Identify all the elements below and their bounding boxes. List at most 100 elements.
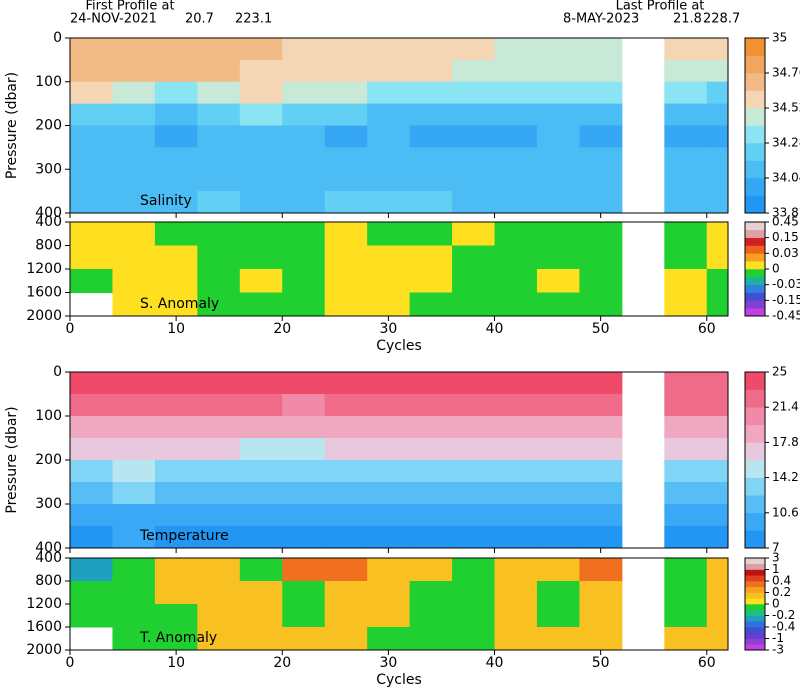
colorbar-label: 25 <box>772 365 787 379</box>
heat-cell <box>324 394 368 417</box>
heat-cell <box>452 558 496 582</box>
heat-cell <box>197 222 241 246</box>
heat-cell <box>239 581 283 605</box>
colorbar-band <box>745 195 765 214</box>
heat-cell <box>70 147 113 170</box>
heat-cell <box>536 416 580 439</box>
colorbar-band <box>745 108 765 126</box>
heat-cell <box>112 81 156 105</box>
panel-label: T. Anomaly <box>139 630 217 646</box>
y-tick-label: 300 <box>35 161 62 177</box>
x-tick-label: 0 <box>66 321 75 337</box>
heat-cell <box>197 245 241 270</box>
colorbar-band <box>745 581 765 588</box>
colorbar-band <box>745 90 765 109</box>
colorbar-label: 34.76 <box>772 66 800 80</box>
heat-cell <box>579 38 623 61</box>
colorbar-label: 10.6 <box>772 505 799 519</box>
heat-cell <box>239 482 283 505</box>
heat-cell <box>452 191 496 213</box>
heat-cell <box>452 438 496 461</box>
heat-cell <box>409 504 453 527</box>
y-tick-label: 1600 <box>26 619 62 635</box>
heat-cell <box>706 438 728 461</box>
colorbar-label: -0.03 <box>772 277 800 291</box>
heat-cell <box>367 169 411 192</box>
x-tick-label: 40 <box>486 655 504 671</box>
heat-cell <box>282 38 326 61</box>
colorbar-band <box>745 609 765 616</box>
heat-cell <box>706 604 728 628</box>
heat-cell <box>664 292 708 316</box>
colorbar-label: 0.03 <box>772 246 799 260</box>
heat-cell <box>536 581 580 605</box>
heat-cell <box>579 460 623 483</box>
heat-cell <box>239 245 283 270</box>
heat-cell <box>706 245 728 270</box>
heat-cell <box>112 581 156 605</box>
heat-cell <box>409 581 453 605</box>
heat-cell <box>706 504 728 527</box>
heat-cell <box>664 627 708 650</box>
heat-cell <box>197 394 241 417</box>
heat-cell <box>579 103 623 126</box>
heat-cell <box>409 372 453 395</box>
heat-cell <box>197 438 241 461</box>
colorbar-band <box>745 38 765 56</box>
y-tick-label: 400 <box>35 214 62 230</box>
heat-cell <box>494 627 538 650</box>
heat-cell <box>452 627 496 650</box>
colorbar-band <box>745 222 765 231</box>
heat-cell <box>664 460 708 483</box>
heat-cell <box>536 191 580 213</box>
heat-cell <box>494 59 538 83</box>
heat-cell <box>452 81 496 105</box>
heat-cell <box>452 38 496 61</box>
heat-cell <box>367 103 411 126</box>
heat-cell <box>282 269 326 293</box>
y-tick-label: 800 <box>35 573 62 589</box>
heat-cell <box>706 222 728 246</box>
heat-cell <box>579 482 623 505</box>
heat-cell <box>282 125 326 148</box>
heat-cell <box>239 460 283 483</box>
heat-cell <box>282 394 326 417</box>
heat-cell <box>154 604 198 628</box>
heat-cell <box>664 558 708 582</box>
colorbar-band <box>745 229 765 238</box>
heat-cell <box>324 482 368 505</box>
heat-cell <box>452 460 496 483</box>
colorbar-band <box>745 604 765 611</box>
heat-cell <box>239 627 283 650</box>
heat-cell <box>112 526 156 548</box>
colorbar-band <box>745 615 765 622</box>
colorbar-label: 34.04 <box>772 171 800 185</box>
colorbar-label: 21.4 <box>772 400 799 414</box>
first-profile-label: First Profile at <box>85 0 174 14</box>
colorbar-band <box>745 284 765 293</box>
panel-label: Salinity <box>140 193 192 209</box>
heat-cell <box>706 581 728 605</box>
heat-cell <box>536 81 580 105</box>
heat-cell <box>452 372 496 395</box>
heat-cell <box>664 581 708 605</box>
y-tick-label: 1600 <box>26 285 62 301</box>
colorbar-band <box>745 143 765 161</box>
colorbar-label: 33.8 <box>772 206 799 220</box>
colorbar-band <box>745 160 765 179</box>
heat-cell <box>579 604 623 628</box>
heat-cell <box>494 191 538 213</box>
colorbar-band <box>745 308 765 317</box>
last-lat: 21.8 <box>673 12 702 27</box>
heat-cell <box>367 627 411 650</box>
heat-cell <box>536 604 580 628</box>
heat-cell <box>494 460 538 483</box>
heat-cell <box>664 372 708 395</box>
heat-cell <box>70 460 113 483</box>
heat-cell <box>452 59 496 83</box>
heat-cell <box>154 394 198 417</box>
y-tick-label: 400 <box>35 550 62 566</box>
colorbar-label: 35 <box>772 31 787 45</box>
heat-cell <box>494 504 538 527</box>
heat-cell <box>324 416 368 439</box>
